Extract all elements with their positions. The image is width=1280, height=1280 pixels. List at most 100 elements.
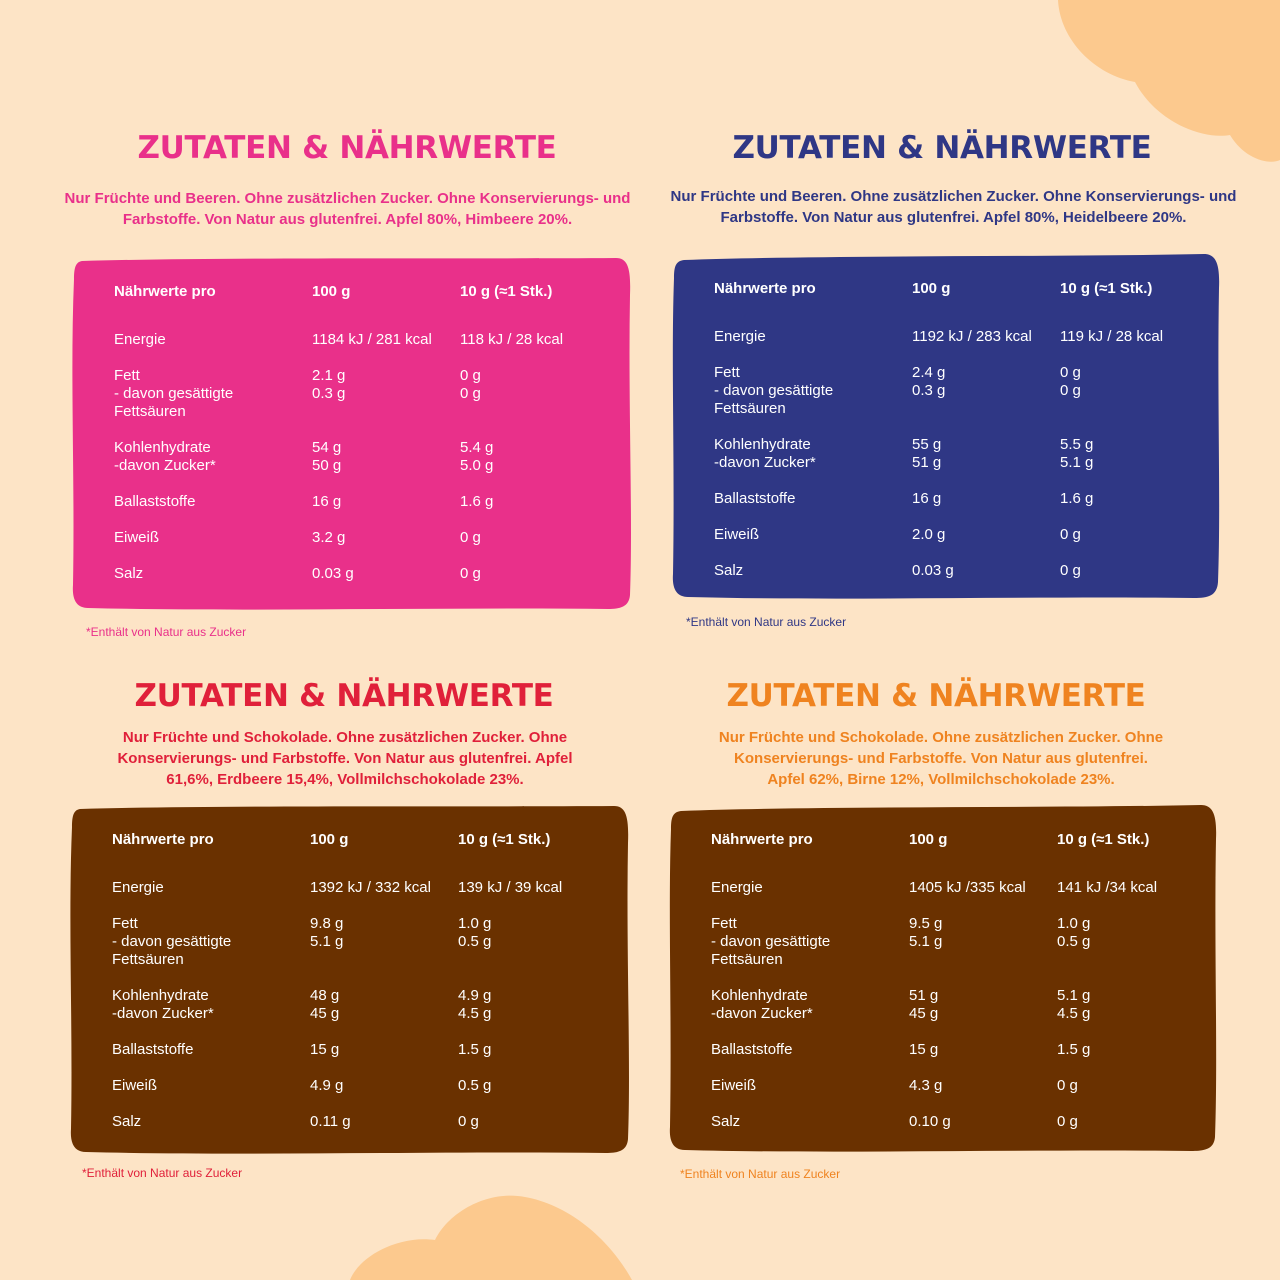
value-per-100g: 1392 kJ / 332 kcal [310, 879, 431, 896]
value-per-100g: 4.3 g [909, 1077, 943, 1094]
value-per-10g: 0.5 g [1057, 933, 1091, 950]
value-per-10g: 119 kJ / 28 kcal [1060, 328, 1164, 345]
nutrient-label: Ballaststoffe [114, 493, 196, 510]
value-per-10g: 0 g [1057, 1113, 1078, 1130]
value-per-100g: 0.03 g [312, 565, 354, 582]
value-per-100g: 0.10 g [909, 1113, 951, 1130]
value-per-10g: 4.9 g [458, 987, 492, 1004]
value-per-10g: 1.0 g [1057, 915, 1091, 932]
panel-title: ZUTATEN & NÄHRWERTE [134, 678, 554, 714]
nutrient-label: Fettsäuren [112, 951, 184, 968]
table-header-cell: 10 g (≈1 Stk.) [458, 831, 551, 848]
nutrient-label: -davon Zucker* [714, 454, 816, 471]
nutrient-label: Eiweiß [711, 1077, 757, 1094]
panel-title: ZUTATEN & NÄHRWERTE [732, 130, 1152, 166]
panel-description: Nur Früchte und Beeren. Ohne zusätzliche… [670, 188, 1237, 226]
table-header-cell: 100 g [912, 280, 951, 297]
nutrient-label: Fettsäuren [714, 400, 786, 417]
panel-description: Nur Früchte und Schokolade. Ohne zusätzl… [117, 729, 573, 788]
nutrient-label: Ballaststoffe [112, 1041, 194, 1058]
nutrient-label: Salz [112, 1113, 142, 1130]
nutrient-label: Fettsäuren [114, 403, 186, 420]
table-header-cell: 100 g [310, 831, 349, 848]
nutrient-label: Energie [714, 328, 766, 345]
card-background [672, 254, 1220, 599]
nutrient-label: Kohlenhydrate [114, 439, 211, 456]
value-per-100g: 2.0 g [912, 526, 946, 543]
panel-title: ZUTATEN & NÄHRWERTE [726, 678, 1146, 714]
value-per-10g: 0 g [1060, 364, 1081, 381]
nutrient-label: Energie [112, 879, 164, 896]
nutrient-label: - davon gesättigte [711, 933, 831, 950]
value-per-100g: 0.03 g [912, 562, 954, 579]
nutrient-label: Ballaststoffe [714, 490, 796, 507]
panel-erdbeere-schokolade: ZUTATEN & NÄHRWERTE Nur Früchte und Scho… [0, 650, 640, 1280]
value-per-10g: 0.5 g [458, 933, 492, 950]
nutrient-label: Fett [714, 364, 740, 381]
value-per-10g: 0 g [1060, 526, 1081, 543]
value-per-10g: 141 kJ /34 kcal [1057, 879, 1158, 896]
value-per-100g: 3.2 g [312, 529, 346, 546]
panel-title: ZUTATEN & NÄHRWERTE [137, 130, 557, 166]
nutrient-label: Salz [711, 1113, 741, 1130]
value-per-100g: 50 g [312, 457, 342, 474]
value-per-100g: 45 g [310, 1005, 340, 1022]
value-per-10g: 0 g [458, 1113, 479, 1130]
value-per-10g: 5.4 g [460, 439, 494, 456]
value-per-10g: 5.5 g [1060, 436, 1094, 453]
table-header-cell: 10 g (≈1 Stk.) [1057, 831, 1150, 848]
footnote: *Enthält von Natur aus Zucker [686, 615, 847, 629]
panel-heidelbeere: ZUTATEN & NÄHRWERTE Nur Früchte und Beer… [640, 0, 1280, 650]
value-per-10g: 1.6 g [1060, 490, 1094, 507]
nutrient-label: Energie [711, 879, 763, 896]
value-per-10g: 0 g [1060, 562, 1081, 579]
value-per-100g: 15 g [909, 1041, 939, 1058]
nutrient-label: Fett [114, 367, 140, 384]
footnote: *Enthält von Natur aus Zucker [680, 1167, 841, 1181]
nutrition-card: Nährwerte pro 100 g 10 g (≈1 Stk.) Energie 1… [668, 252, 1222, 602]
value-per-100g: 0.11 g [310, 1113, 351, 1130]
panel-himbeere: ZUTATEN & NÄHRWERTE Nur Früchte und Beer… [0, 0, 640, 650]
nutrient-label: - davon gesättigte [714, 382, 834, 399]
value-per-10g: 5.1 g [1057, 987, 1091, 1004]
value-per-100g: 16 g [912, 490, 942, 507]
nutrient-label: Salz [714, 562, 744, 579]
panel-birne-schokolade: ZUTATEN & NÄHRWERTE Nur Früchte und Scho… [640, 650, 1280, 1280]
value-per-100g: 0.3 g [912, 382, 946, 399]
value-per-10g: 1.0 g [458, 915, 492, 932]
nutrient-label: Eiweiß [112, 1077, 158, 1094]
footnote: *Enthält von Natur aus Zucker [82, 1166, 243, 1180]
decorative-blob-top-right [1058, 0, 1280, 162]
value-per-100g: 9.8 g [310, 915, 344, 932]
value-per-10g: 0 g [1057, 1077, 1078, 1094]
nutrition-card: Nährwerte pro 100 g 10 g (≈1 Stk.) Energie 1… [665, 803, 1219, 1158]
nutrient-label: Eiweiß [714, 526, 760, 543]
value-per-10g: 118 kJ / 28 kcal [460, 331, 564, 348]
value-per-10g: 1.5 g [1057, 1041, 1091, 1058]
value-per-100g: 54 g [312, 439, 342, 456]
value-per-10g: 0 g [460, 385, 481, 402]
value-per-100g: 16 g [312, 493, 342, 510]
panel-description: Nur Früchte und Schokolade. Ohne zusätzl… [718, 729, 1164, 788]
nutrient-label: Fettsäuren [711, 951, 783, 968]
table-header-cell: 10 g (≈1 Stk.) [460, 283, 553, 300]
card-background [70, 806, 629, 1154]
value-per-10g: 0 g [460, 529, 481, 546]
nutrient-label: Eiweiß [114, 529, 160, 546]
nutrient-label: Fett [112, 915, 138, 932]
value-per-100g: 55 g [912, 436, 942, 453]
nutrient-label: -davon Zucker* [114, 457, 216, 474]
value-per-10g: 0 g [460, 565, 481, 582]
value-per-100g: 5.1 g [909, 933, 943, 950]
value-per-10g: 1.6 g [460, 493, 494, 510]
nutrient-label: - davon gesättigte [112, 933, 232, 950]
table-header-cell: Nährwerte pro [714, 280, 816, 297]
nutrient-label: -davon Zucker* [711, 1005, 813, 1022]
nutrient-label: - davon gesättigte [114, 385, 234, 402]
value-per-100g: 51 g [909, 987, 939, 1004]
value-per-100g: 45 g [909, 1005, 939, 1022]
value-per-100g: 9.5 g [909, 915, 943, 932]
value-per-10g: 139 kJ / 39 kcal [458, 879, 563, 896]
value-per-10g: 0 g [460, 367, 481, 384]
value-per-100g: 48 g [310, 987, 340, 1004]
